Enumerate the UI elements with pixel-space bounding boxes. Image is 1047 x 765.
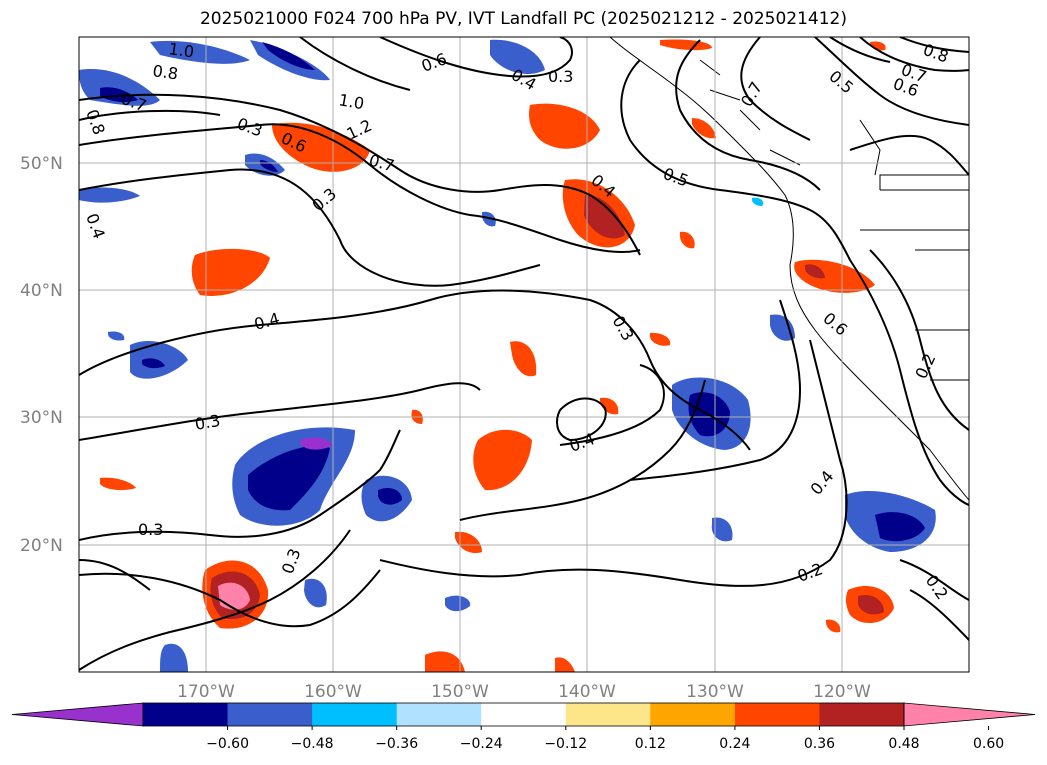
map-border	[78, 36, 970, 673]
colorbar-segment	[227, 703, 313, 726]
contour-label: 0.3	[548, 67, 573, 86]
colorbar-segment	[819, 703, 905, 726]
lon-label: 140°W	[558, 682, 616, 702]
pv-anomaly-shading	[79, 39, 936, 672]
colorbar-tick-label: 0.36	[804, 736, 835, 752]
colorbar-extend-right	[903, 702, 1036, 727]
lon-label: 170°W	[177, 682, 235, 702]
map-title: 2025021000 F024 700 hPa PV, IVT Landfall…	[199, 9, 847, 29]
lat-label: 50°N	[20, 154, 63, 174]
lon-label: 130°W	[686, 682, 744, 702]
lon-label: 150°W	[431, 682, 489, 702]
grid-lines	[79, 37, 969, 672]
colorbar-segment	[396, 703, 482, 726]
colorbar: −0.60 −0.48 −0.36 −0.24 −0.12 0.12 0.24 0.36 0.4…	[11, 702, 1036, 752]
contour-label: 0.3	[193, 411, 221, 434]
contour-label: 0.3	[138, 520, 163, 539]
ivt-contours	[79, 37, 969, 671]
lat-label: 20°N	[20, 536, 63, 556]
colorbar-segment	[312, 703, 398, 726]
colorbar-tick-label: 0.24	[719, 736, 750, 752]
colorbar-frame	[142, 702, 905, 727]
contour-label: 1.0	[337, 90, 365, 113]
colorbar-tick-label: −0.24	[460, 736, 503, 752]
colorbar-segment	[734, 703, 820, 726]
colorbar-tick-label: 0.48	[888, 736, 919, 752]
colorbar-segment	[650, 703, 736, 726]
colorbar-tick-label: −0.60	[206, 736, 249, 752]
colorbar-tick-label: 0.12	[635, 736, 666, 752]
colorbar-tick-label: −0.12	[544, 736, 587, 752]
colorbar-extend-left	[11, 702, 144, 727]
colorbar-segment	[481, 703, 567, 726]
colorbar-tick-label: −0.48	[291, 736, 334, 752]
colorbar-segment	[565, 703, 651, 726]
colorbar-tick-label: −0.36	[375, 736, 418, 752]
lon-label: 120°W	[813, 682, 871, 702]
lon-label: 160°W	[304, 682, 362, 702]
colorbar-segment	[143, 703, 229, 726]
colorbar-tick-label: 0.60	[973, 736, 1004, 752]
contour-label: 1.0	[167, 39, 195, 61]
lon-axis-labels: 170°W 160°W 150°W 140°W 130°W 120°W	[177, 682, 871, 702]
lat-label: 30°N	[20, 408, 63, 428]
contour-label: 0.8	[151, 61, 179, 83]
lat-label: 40°N	[20, 281, 63, 301]
lat-axis-labels: 50°N 40°N 30°N 20°N	[20, 154, 63, 556]
